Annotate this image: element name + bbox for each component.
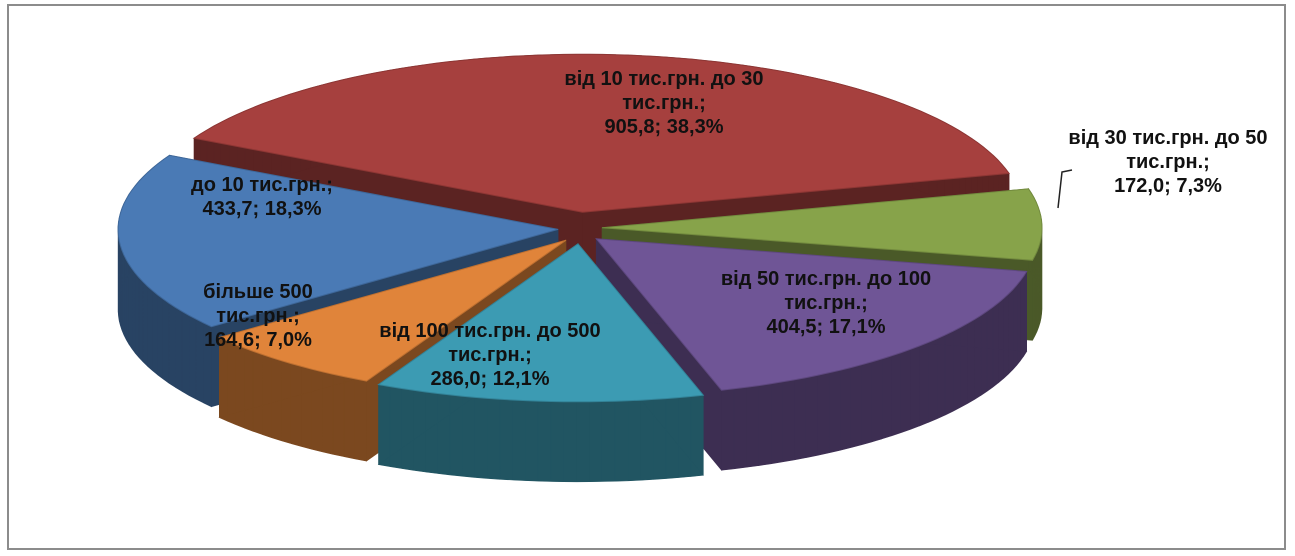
value-label: 905,8; [604, 116, 662, 138]
data-label: більше 500 тис.грн.; 164,6; 7,0% [183, 280, 333, 352]
value-label: 172,0; [1114, 175, 1171, 197]
value-label: 164,6; [204, 329, 261, 351]
percent-label: 18,3% [264, 198, 322, 220]
percent-label: 38,3% [666, 116, 724, 138]
category-label: до 10 тис.грн.; [191, 174, 333, 196]
percent-label: 7,0% [266, 329, 312, 351]
value-label: 404,5; [766, 316, 824, 338]
category-label: від 10 тис.грн. до 30 тис.грн.; [564, 68, 764, 114]
leader-line [1057, 169, 1073, 209]
slice [217, 239, 567, 382]
slice [595, 238, 1028, 391]
data-label: від 30 тис.грн. до 50 тис.грн.; 172,0; 7,… [1068, 126, 1268, 198]
value-label: 433,7; [202, 198, 260, 220]
value-line: 164,6; 7,0% [183, 328, 333, 352]
value-line: 286,0; 12,1% [360, 367, 620, 391]
category-label: від 30 тис.грн. до 50 тис.грн.; [1068, 127, 1268, 173]
value-label: 286,0; [430, 368, 488, 390]
value-line: 404,5; 17,1% [696, 315, 956, 339]
category-label: більше 500 тис.грн.; [203, 281, 313, 327]
data-label: від 50 тис.грн. до 100 тис.грн.; 404,5; 1… [696, 267, 956, 339]
percent-label: 7,3% [1176, 175, 1222, 197]
slice [192, 53, 1011, 213]
data-label: від 100 тис.грн. до 500 тис.грн.; 286,0; … [360, 319, 620, 391]
value-line: 905,8; 38,3% [534, 115, 794, 139]
data-label: до 10 тис.грн.; 433,7; 18,3% [157, 173, 367, 221]
slice [117, 154, 559, 328]
data-label: від 10 тис.грн. до 30 тис.грн.; 905,8; 38… [534, 67, 794, 139]
value-line: 172,0; 7,3% [1068, 174, 1268, 198]
value-line: 433,7; 18,3% [157, 197, 367, 221]
percent-label: 17,1% [828, 316, 886, 338]
slice [601, 188, 1043, 261]
category-label: від 50 тис.грн. до 100 тис.грн.; [720, 268, 932, 314]
category-label: від 100 тис.грн. до 500 тис.грн.; [379, 320, 601, 366]
slice [377, 243, 705, 403]
percent-label: 12,1% [492, 368, 550, 390]
